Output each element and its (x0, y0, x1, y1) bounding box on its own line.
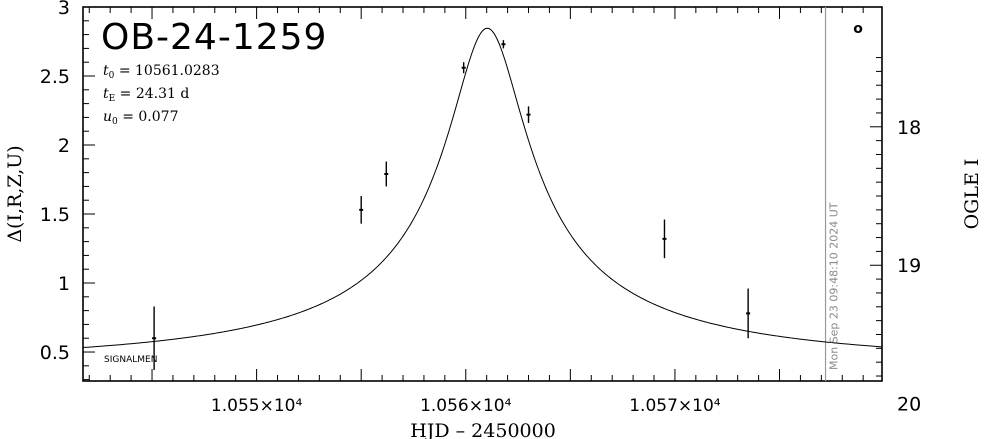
right-tick-label: 18 (897, 117, 921, 139)
y-tick-label: 1.5 (40, 204, 70, 226)
y-tick-label: 2 (58, 135, 70, 157)
param-label: u0 = 0.077 (103, 109, 178, 127)
x-axis-label: HJD – 2450000 (410, 420, 556, 439)
plot-frame (82, 6, 883, 382)
data-point (461, 62, 466, 74)
data-point (152, 306, 157, 370)
data-point (662, 219, 667, 259)
signalmen-label: SIGNALMEN (104, 355, 157, 365)
data-points (152, 40, 751, 370)
data-point (526, 106, 531, 123)
timestamp-label: Mon Sep 23 09:48:10 2024 UT (828, 202, 841, 370)
model-curve (82, 27, 883, 349)
param-label: t0 = 10561.0283 (103, 63, 220, 81)
marker-symbol: o (853, 21, 863, 37)
data-point (384, 161, 389, 187)
data-point (746, 288, 751, 339)
right-axis-label: OGLE I (961, 159, 983, 230)
x-tick-label: 1.056×10⁴ (420, 396, 512, 416)
x-tick-label: 1.057×10⁴ (629, 396, 721, 416)
model-curve-line (82, 27, 883, 349)
plot-frame (82, 6, 883, 382)
param-label: tE = 24.31 d (103, 86, 189, 104)
y-tick-label: 1 (58, 273, 70, 295)
data-point (359, 196, 364, 224)
x-tick-label: 1.055×10⁴ (211, 396, 303, 416)
chart-title: OB-24-1259 (101, 17, 327, 58)
y-tick-label: 3 (58, 0, 70, 19)
y-tick-label: 2.5 (40, 66, 70, 88)
right-tick-label: 20 (897, 394, 921, 416)
right-tick-label: 19 (897, 255, 921, 277)
tick-marks (83, 6, 882, 381)
chart-labels: 1.055×10⁴ 1.056×10⁴ 1.057×10⁴ 0.5 1 1.5 2 2.5 3 1… (4, 0, 983, 439)
y-axis-label: Δ(I,R,Z,U) (4, 145, 26, 242)
y-tick-label: 0.5 (40, 342, 70, 364)
data-point (501, 40, 506, 49)
